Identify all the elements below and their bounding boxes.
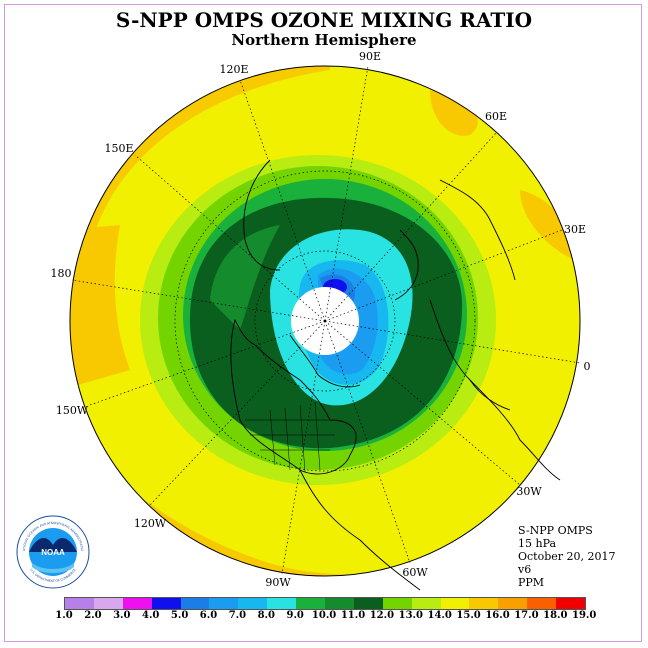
coastline-mediterranean	[469, 379, 511, 411]
noaa-logo: NOAA NATIONAL OCEANIC AND ATMOSPHERIC AD…	[16, 515, 90, 589]
color-scale-cell	[556, 598, 586, 609]
coastline-europe-africa	[429, 299, 561, 481]
color-scale-tick-label: 6.0	[199, 610, 218, 621]
lon-label-90w: 90W	[265, 576, 291, 589]
page-subtitle: Northern Hemisphere	[231, 31, 417, 49]
patch-orange-ne1	[430, 90, 478, 136]
lon-label-30e: 30E	[564, 223, 586, 236]
lon-label-150w: 150W	[56, 404, 89, 417]
state-lines	[245, 401, 335, 473]
info-version: v6	[518, 563, 532, 576]
color-scale-tick-label: 10.0	[311, 610, 337, 621]
color-scale-cell	[93, 598, 123, 609]
color-scale-tick-label: 14.0	[427, 610, 452, 621]
lon-label-30w: 30W	[516, 485, 542, 498]
meridian-90e	[324, 65, 369, 322]
info-instrument: S-NPP OMPS	[518, 524, 593, 537]
color-scale-tick-label: 18.0	[543, 610, 568, 621]
color-scale-tick-label: 2.0	[84, 610, 102, 621]
color-scale-tick-label: 15.0	[456, 610, 481, 621]
info-date: October 20, 2017	[518, 550, 616, 563]
coastline-greenland-w	[289, 334, 361, 388]
color-scale-cell	[65, 598, 94, 609]
color-scale-tick-label: 1.0	[55, 610, 73, 621]
color-scale-tick-label: 4.0	[141, 610, 160, 621]
color-scale-cell	[440, 598, 470, 609]
logo-wave	[32, 563, 74, 573]
coastline-arctic-islands	[394, 229, 419, 301]
color-scale-tick-label: 11.0	[340, 610, 366, 621]
patch-orange-ne2	[520, 190, 576, 260]
color-scale-cell	[209, 598, 239, 609]
lon-label-0: 0	[584, 360, 591, 373]
color-scale-cell	[411, 598, 441, 609]
meridian-90w	[281, 320, 326, 575]
meridian-120e	[239, 79, 326, 322]
meridian-60e	[324, 131, 498, 322]
info-units: PPM	[518, 576, 545, 589]
color-scale-cell	[122, 598, 152, 609]
info-pressure: 15 hPa	[518, 537, 557, 550]
field-10b	[210, 225, 280, 330]
color-scale-cell	[382, 598, 412, 609]
color-scale-tick-label: 16.0	[485, 610, 510, 621]
color-scale-tick-label: 17.0	[514, 610, 539, 621]
color-scale-tick-label: 5.0	[170, 610, 189, 621]
lon-label-60w: 60W	[402, 566, 428, 579]
meridian-180	[71, 279, 326, 322]
coastlines	[230, 159, 561, 591]
color-scale-tick-label: 3.0	[113, 610, 131, 621]
graticule	[71, 65, 581, 575]
color-scale-cell	[353, 598, 383, 609]
meridian-0	[324, 320, 581, 364]
coastline-north-america	[230, 318, 357, 475]
patch-orange-w	[70, 225, 130, 390]
coastline-central-america	[299, 469, 421, 591]
logo-text: NOAA	[41, 548, 65, 557]
lon-label-120e: 120E	[219, 63, 248, 76]
parallel-75n	[254, 250, 396, 392]
lon-label-90e: 90E	[359, 50, 381, 63]
color-scale-cell	[267, 598, 297, 609]
color-scale-tick-label: 12.0	[369, 610, 395, 621]
color-scale-cell	[296, 598, 326, 609]
meridian-30w	[324, 320, 521, 486]
meridian-60w	[324, 320, 411, 564]
lon-label-120w: 120W	[134, 517, 167, 530]
parallel-60n	[174, 170, 476, 472]
color-scale-bar	[64, 597, 587, 610]
page-title: S-NPP OMPS OZONE MIXING RATIO	[115, 8, 533, 32]
logo-seagull	[29, 537, 77, 552]
patch-yellow-n	[150, 99, 320, 180]
coastline-asia-n	[439, 179, 516, 281]
color-scale-cell	[469, 598, 499, 609]
color-scale-cell	[180, 598, 210, 609]
image-frame	[4, 4, 642, 642]
color-scale-cell	[527, 598, 557, 609]
meridian-150w	[89, 320, 326, 406]
lon-label-150e: 150E	[104, 142, 133, 155]
lon-label-180: 180	[51, 267, 72, 280]
product-info: S-NPP OMPS 15 hPa October 20, 2017 v6 PP…	[518, 524, 616, 589]
color-scale-tick-label: 13.0	[398, 610, 423, 621]
color-scale-tick-label: 19.0	[572, 610, 597, 621]
color-scale-cell	[151, 598, 181, 609]
color-scale-cell	[238, 598, 268, 609]
color-scale-ticks: 1.0 2.0 3.0 4.0 5.0 6.0 7.0 8.0 9.0 10.0 11.0 12.0 1…	[0, 610, 648, 624]
color-scale-cell	[498, 598, 528, 609]
color-scale-tick-label: 7.0	[228, 610, 247, 621]
coastline-siberia	[243, 159, 281, 271]
color-scale-tick-label: 9.0	[286, 610, 304, 621]
map-border	[69, 65, 581, 577]
color-scale-tick-label: 8.0	[257, 610, 275, 621]
lon-label-60e: 60E	[485, 110, 507, 123]
state-boundaries	[245, 401, 335, 473]
color-scale-cell	[325, 598, 354, 609]
